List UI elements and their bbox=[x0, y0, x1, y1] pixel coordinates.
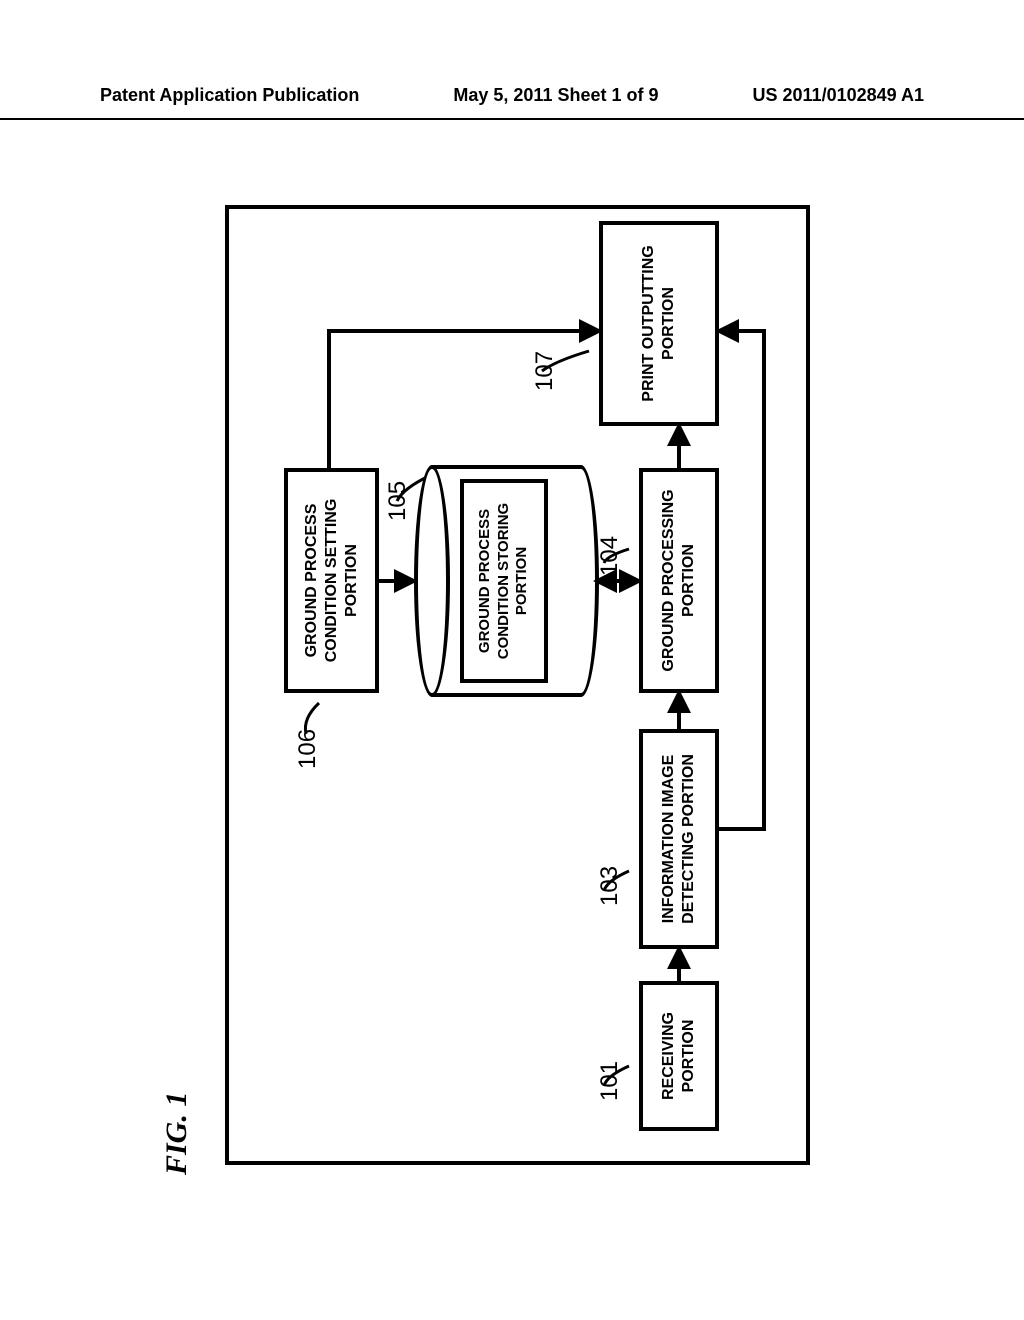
header-center: May 5, 2011 Sheet 1 of 9 bbox=[453, 85, 658, 106]
header-left: Patent Application Publication bbox=[100, 85, 359, 106]
refnum-105: 105 bbox=[384, 481, 412, 521]
block-info-detect: INFORMATION IMAGE DETECTING PORTION bbox=[639, 729, 719, 949]
refnum-103: 103 bbox=[596, 866, 624, 906]
block-cond-set: GROUND PROCESS CONDITION SETTING PORTION bbox=[284, 468, 379, 693]
header-right: US 2011/0102849 A1 bbox=[753, 85, 924, 106]
block-receiving: RECEIVING PORTION bbox=[639, 981, 719, 1131]
block-print-out: PRINT OUTPUTTING PORTION bbox=[599, 221, 719, 426]
refnum-104: 104 bbox=[596, 536, 624, 576]
refnum-101: 101 bbox=[596, 1061, 624, 1101]
page-area: FIG. 1 RECEIVING PORTION INFORMATION IMA… bbox=[120, 135, 890, 1255]
refnum-107: 107 bbox=[531, 351, 559, 391]
figure-rotated-canvas: FIG. 1 RECEIVING PORTION INFORMATION IMA… bbox=[120, 135, 890, 1255]
cylinder-label: GROUND PROCESS CONDITION STORING PORTION bbox=[460, 479, 548, 683]
block-ground-proc: GROUND PROCESSING PORTION bbox=[639, 468, 719, 693]
refnum-106: 106 bbox=[294, 729, 322, 769]
cylinder-top bbox=[414, 465, 450, 697]
cylinder-storage: GROUND PROCESS CONDITION STORING PORTION bbox=[414, 465, 599, 697]
outer-frame: RECEIVING PORTION INFORMATION IMAGE DETE… bbox=[225, 205, 810, 1165]
figure-label: FIG. 1 bbox=[160, 1092, 194, 1175]
